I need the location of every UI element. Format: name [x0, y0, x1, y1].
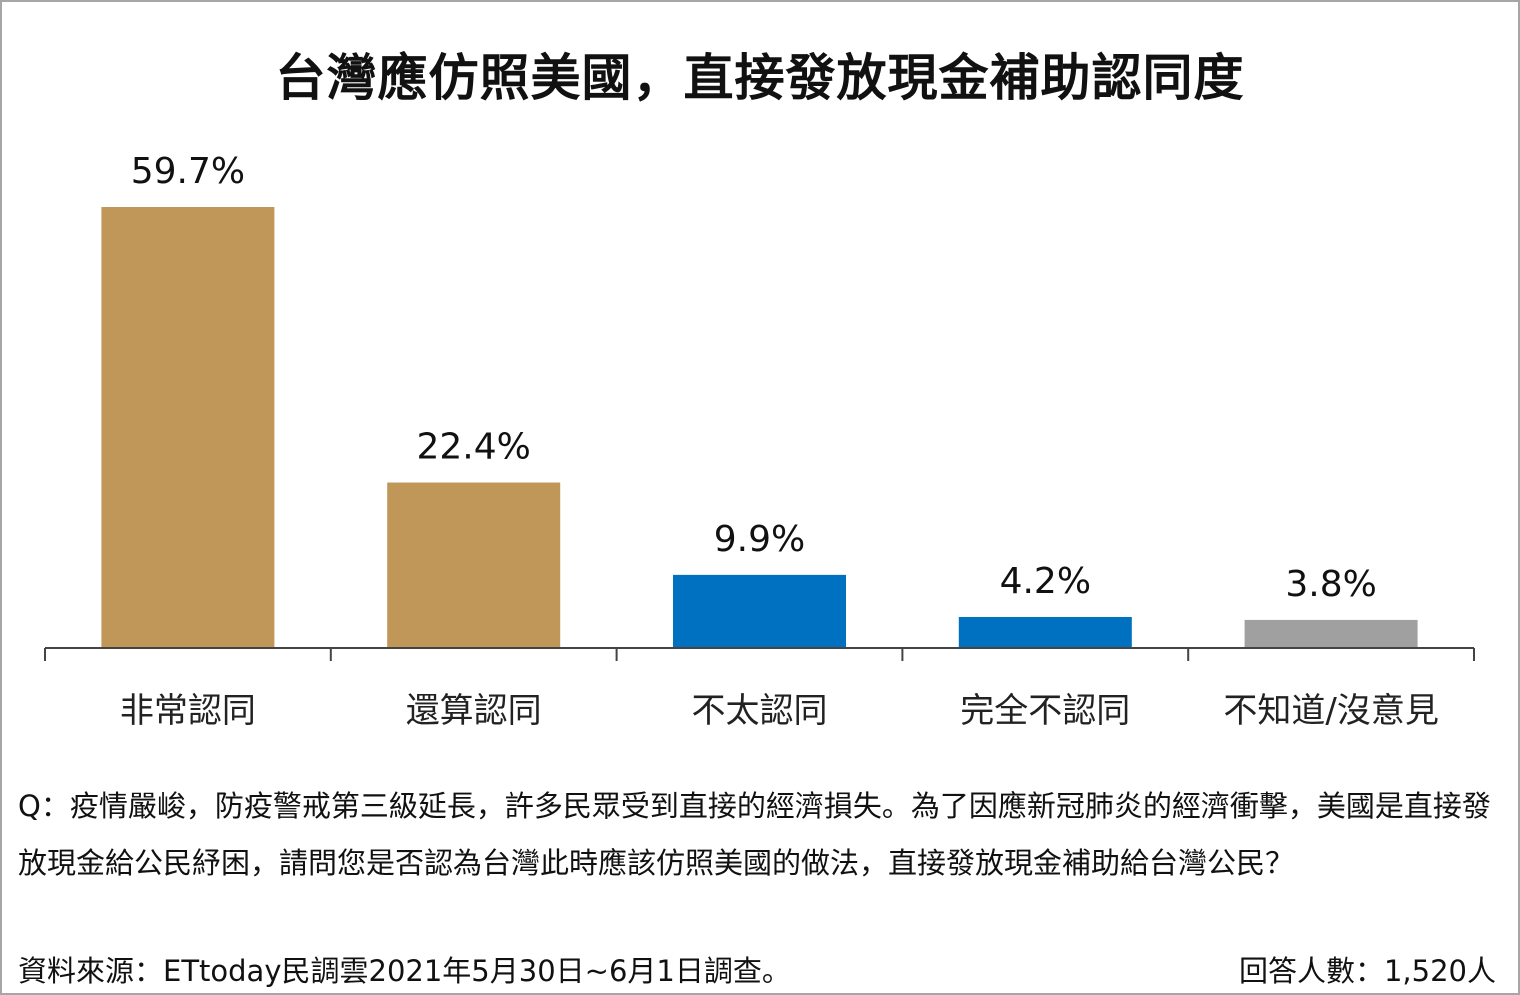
bar — [958, 616, 1132, 648]
data-source: 資料來源：ETtoday民調雲2021年5月30日~6月1日調查。 — [18, 954, 791, 988]
data-label: 3.8% — [1285, 564, 1376, 605]
survey-question: Q：疫情嚴峻，防疫警戒第三級延長，許多民眾受到直接的經濟損失。為了因應新冠肺炎的… — [18, 789, 1491, 880]
bar-chart: 59.7% 非常認同 22.4% 還算認同 9.9% 不太認同 4.2% 完全不認同 3.8% 不… — [44, 151, 1475, 731]
category-label: 非常認同 — [120, 691, 256, 731]
data-label: 59.7% — [131, 151, 245, 192]
category-label: 完全不認同 — [960, 691, 1130, 731]
category-label: 不知道/沒意見 — [1223, 691, 1438, 731]
data-label: 9.9% — [714, 519, 805, 560]
category-label: 還算認同 — [406, 691, 542, 731]
chart-title: 台灣應仿照美國，直接發放現金補助認同度 — [275, 49, 1245, 107]
bar — [101, 207, 275, 648]
bar — [673, 574, 846, 648]
respondent-count: 回答人數：1,520人 — [1238, 954, 1496, 988]
data-label: 4.2% — [1000, 561, 1091, 602]
bar — [387, 482, 561, 648]
bar — [1244, 619, 1418, 648]
data-label: 22.4% — [417, 427, 531, 468]
category-label: 不太認同 — [692, 691, 828, 731]
